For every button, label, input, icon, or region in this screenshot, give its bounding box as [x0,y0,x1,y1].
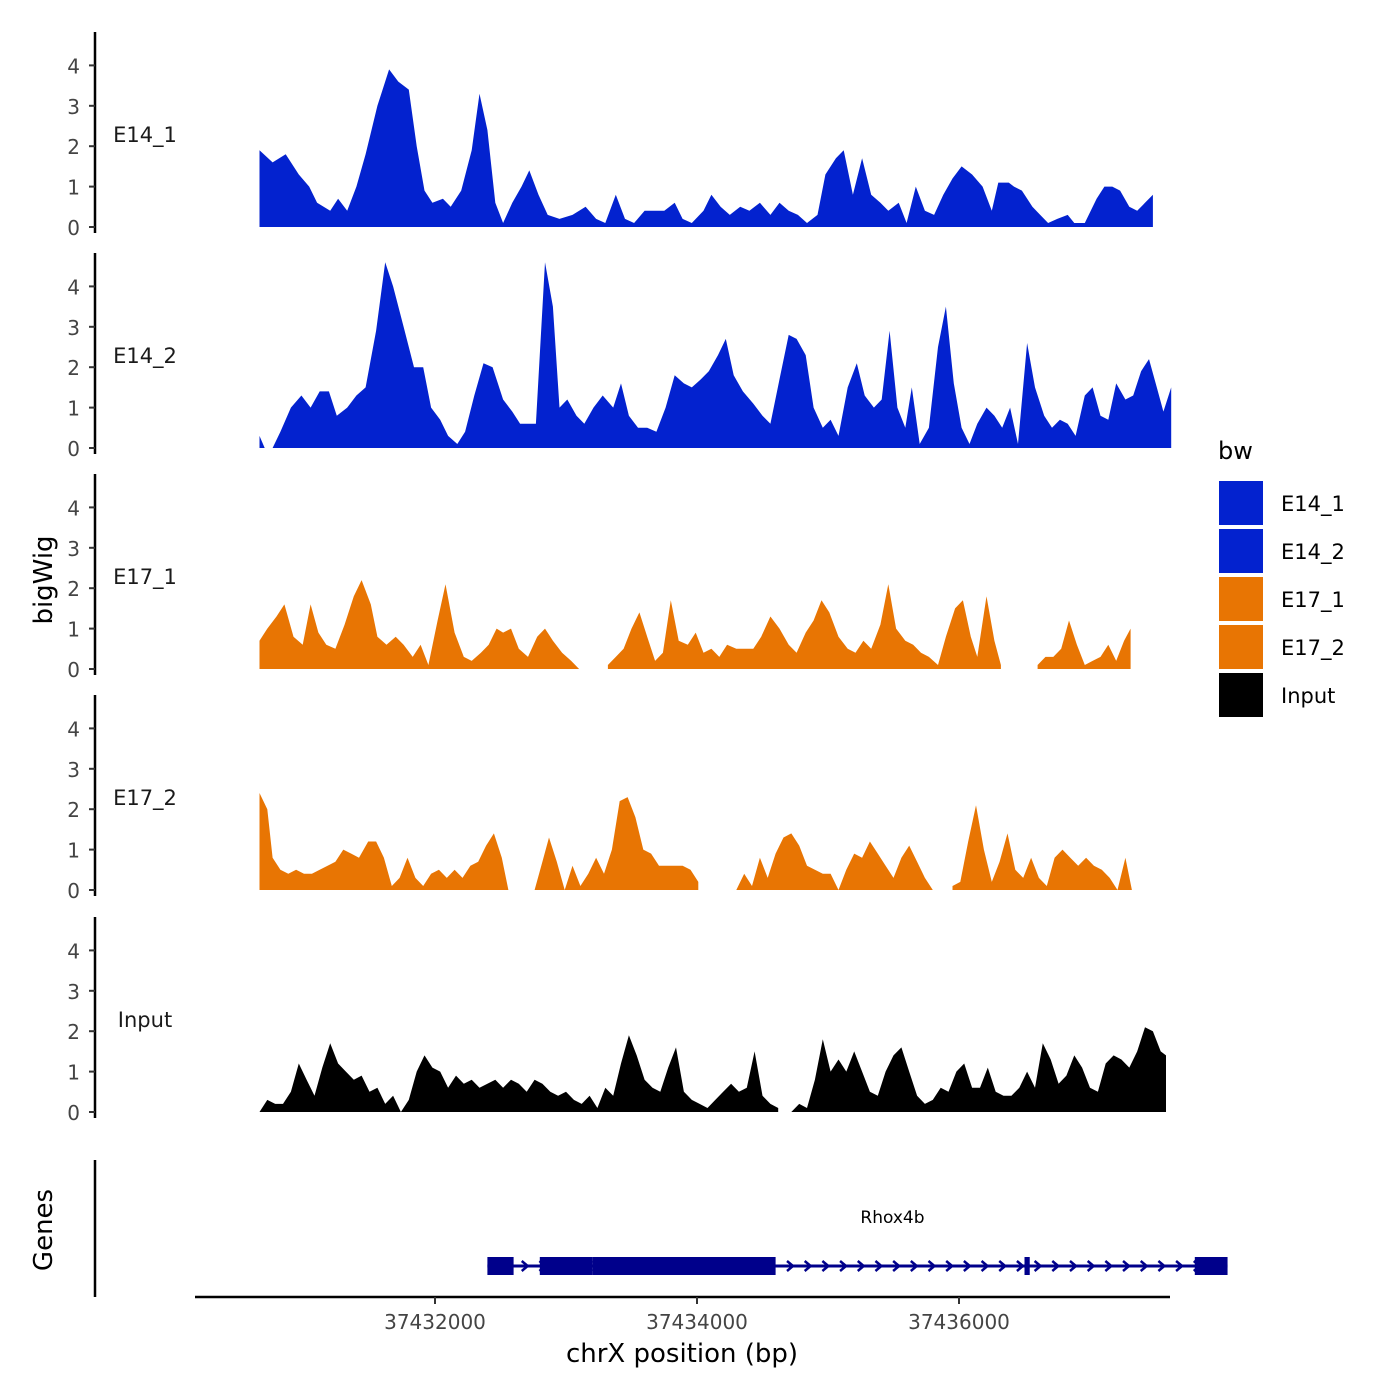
coverage-area [259,793,509,890]
strand-arrow [1051,1260,1061,1272]
strand-arrow [1086,1260,1096,1272]
y-axis-title: bigWig [29,535,59,624]
x-tick-label: 37434000 [646,1310,748,1334]
y-tick-label: 0 [67,658,80,682]
y-tick-label: 2 [67,1020,80,1044]
coverage-area [259,1035,779,1112]
strand-arrow [927,1260,937,1272]
y-tick-label: 2 [67,135,80,159]
y-tick-label: 3 [67,537,80,561]
legend-title: bw [1218,437,1253,465]
track-label: Input [118,1008,172,1032]
coverage-area [534,797,699,890]
strand-arrow [910,1260,919,1272]
exon [1024,1257,1030,1275]
strand-arrow [839,1260,849,1272]
track-label: E17_2 [113,786,177,811]
y-tick-label: 1 [67,1061,80,1085]
legend-label: E14_1 [1281,492,1345,517]
genes-track: Rhox4b [93,1160,1228,1297]
strand-arrow [998,1260,1008,1272]
y-tick-label: 1 [67,176,80,200]
strand-arrow [803,1260,813,1272]
legend-label: Input [1281,684,1335,708]
strand-arrow [786,1260,795,1272]
y-tick-label: 0 [67,216,80,240]
y-tick-label: 4 [67,54,80,78]
track-label: E14_2 [113,344,177,369]
y-tick-label: 1 [67,397,80,421]
y-tick-label: 1 [67,839,80,863]
track-e17-2: 0 1 2 3 4 E17_2 [67,695,1132,903]
y-tick-label: 1 [67,618,80,642]
y-tick-label: 3 [67,316,80,340]
strand-arrow [821,1260,831,1272]
legend-label: E17_1 [1281,588,1345,613]
strand-arrow [1033,1260,1043,1272]
strand-arrow [1104,1260,1114,1272]
track-input: 0 1 2 3 4 Input [67,917,1166,1125]
strand-arrow [892,1260,902,1272]
y-tick-label: 0 [67,879,80,903]
y-tick-label: 2 [67,356,80,380]
x-axis: 37432000 37434000 37436000 [195,1295,1170,1334]
y-tick-label: 2 [67,577,80,601]
legend: bw E14_1 E14_2 E17_1 E17_2 Input [1218,437,1345,717]
coverage-area [259,580,580,669]
strand-arrow [1157,1260,1167,1272]
strand-arrow [980,1260,990,1272]
legend-swatch [1219,625,1263,669]
track-e14-1: 0 1 2 3 4 E14_1 [67,32,1153,240]
y-tick-label: 4 [67,939,80,963]
legend-label: E14_2 [1281,540,1345,565]
y-tick-label: 3 [67,758,80,782]
legend-swatch [1219,529,1263,573]
track-label: E17_1 [113,565,177,590]
track-e17-1: 0 1 2 3 4 E17_1 [67,474,1131,682]
y-tick-label: 3 [67,980,80,1004]
coverage-area [259,262,1172,448]
legend-swatch [1219,481,1263,525]
exon [539,1257,593,1275]
legend-swatch [1219,673,1263,717]
coverage-area [952,805,1132,890]
x-tick-label: 37436000 [908,1310,1010,1334]
strand-arrow [874,1260,884,1272]
gene-label: Rhox4b [860,1208,924,1228]
strand-arrow [1016,1260,1025,1272]
strand-arrow [1069,1260,1078,1272]
x-axis-title: chrX position (bp) [566,1339,798,1369]
y-tick-label: 3 [67,95,80,119]
strand-arrow [963,1260,972,1272]
exon [487,1257,514,1275]
legend-label: E17_2 [1281,636,1345,661]
strand-arrow [856,1260,866,1272]
y-tick-label: 4 [67,717,80,741]
track-label: E14_1 [113,123,177,148]
coverage-area [607,584,1001,669]
y-tick-label: 0 [67,1101,80,1125]
strand-arrow [1139,1260,1149,1272]
x-tick-label: 37432000 [384,1310,486,1334]
coverage-area [259,69,1153,228]
coverage-area [791,1027,1166,1112]
strand-arrow [1175,1260,1185,1272]
genes-axis-title: Genes [29,1189,59,1271]
exon [1194,1257,1228,1275]
y-tick-label: 4 [67,496,80,520]
y-tick-label: 4 [67,275,80,299]
y-tick-label: 0 [67,437,80,461]
strand-arrow [945,1260,955,1272]
coverage-area [1037,620,1131,669]
strand-arrow [520,1260,530,1272]
coverage-area [736,833,933,890]
track-e14-2: 0 1 2 3 4 E14_2 [67,253,1172,461]
strand-arrow [1122,1260,1131,1272]
y-tick-label: 2 [67,798,80,822]
exon [592,1257,776,1275]
legend-swatch [1219,577,1263,621]
